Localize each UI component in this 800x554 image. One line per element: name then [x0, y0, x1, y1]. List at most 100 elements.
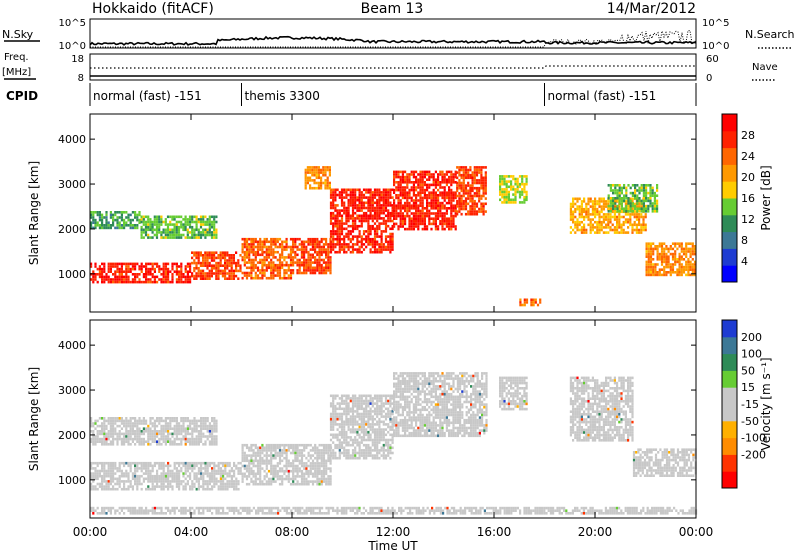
heatmap-cell	[248, 266, 251, 270]
heatmap-cell	[367, 201, 370, 205]
heatmap-cell	[197, 231, 200, 234]
heatmap-cell	[270, 464, 273, 468]
heatmap-cell	[90, 461, 93, 465]
heatmap-cell	[448, 217, 451, 220]
heatmap-cell	[186, 231, 189, 234]
heatmap-cell	[254, 274, 257, 277]
heatmap-cell	[638, 213, 641, 216]
heatmap-cell	[334, 188, 337, 192]
heatmap-cell	[202, 461, 205, 465]
heatmap-cell	[634, 189, 637, 192]
heatmap-cell	[180, 469, 183, 473]
heatmap-cell	[263, 271, 266, 275]
heatmap-cell	[384, 193, 388, 197]
heatmap-cell	[609, 215, 612, 219]
heatmap-cell	[612, 189, 615, 192]
heatmap-cell	[228, 261, 231, 265]
heatmap-cell	[633, 223, 636, 227]
heatmap-cell	[614, 197, 617, 200]
heatmap-cell	[602, 202, 605, 206]
heatmap-cell	[607, 210, 610, 213]
heatmap-cell	[151, 273, 154, 276]
heatmap-cell	[206, 277, 209, 280]
heatmap-cell	[180, 280, 183, 284]
heatmap-cell	[123, 464, 126, 468]
heatmap-cell	[469, 207, 472, 211]
heatmap-cell	[423, 173, 426, 176]
heatmap-cell	[278, 446, 282, 450]
heatmap-cell	[376, 224, 379, 228]
heatmap-cell	[399, 191, 402, 194]
heatmap-cell	[389, 245, 392, 249]
heatmap-cell	[123, 482, 126, 486]
heatmap-cell	[439, 194, 442, 197]
heatmap-cell	[315, 173, 318, 177]
heatmap-cell	[376, 250, 379, 254]
heatmap-cell	[412, 214, 415, 218]
heatmap-cell	[169, 231, 172, 234]
heatmap-cell	[478, 192, 481, 195]
heatmap-cell	[217, 254, 220, 257]
heatmap-cell	[140, 469, 143, 473]
heatmap-cell	[329, 240, 333, 244]
heatmap-cell	[206, 482, 209, 486]
heatmap-cell	[224, 469, 227, 473]
heatmap-cell	[616, 220, 619, 224]
heatmap-cell	[226, 264, 229, 267]
heatmap-cell	[518, 175, 522, 178]
heatmap-cell	[222, 480, 225, 483]
heatmap-cell	[365, 456, 368, 460]
heatmap-cell	[149, 262, 152, 266]
heatmap-cell	[475, 181, 479, 185]
heatmap-cell	[412, 217, 415, 220]
heatmap-cell	[173, 480, 176, 483]
heatmap-cell	[456, 210, 459, 213]
heatmap-cell	[112, 262, 115, 266]
heatmap-cell	[678, 242, 681, 245]
heatmap-cell	[649, 194, 652, 197]
heatmap-cell	[314, 464, 317, 468]
heatmap-cell	[186, 262, 189, 266]
heatmap-cell	[501, 193, 504, 196]
heatmap-cell	[395, 196, 398, 200]
heatmap-cell	[369, 433, 372, 437]
heatmap-cell	[189, 467, 192, 470]
heatmap-cell	[627, 199, 630, 203]
heatmap-cell	[351, 219, 355, 223]
heatmap-cell	[645, 265, 648, 269]
heatmap-cell	[439, 220, 442, 223]
heatmap-cell	[625, 186, 628, 190]
heatmap-cell	[305, 469, 308, 473]
heatmap-cell	[272, 271, 275, 275]
heatmap-cell	[645, 186, 648, 190]
heatmap-cell	[569, 207, 572, 211]
heatmap-cell	[281, 261, 284, 264]
heatmap-cell	[645, 250, 648, 253]
heatmap-cell	[263, 274, 266, 277]
colorbar-swatch	[722, 248, 737, 266]
heatmap-cell	[153, 477, 156, 481]
heatmap-cell	[171, 218, 174, 221]
heatmap-cell	[351, 420, 355, 424]
heatmap-cell	[188, 220, 192, 224]
heatmap-cell	[585, 202, 588, 206]
heatmap-cell	[167, 467, 170, 470]
heatmap-cell	[153, 220, 156, 224]
heatmap-cell	[243, 472, 246, 476]
heatmap-cell	[399, 225, 402, 228]
heatmap-cell	[382, 243, 385, 246]
heatmap-cell	[235, 264, 238, 267]
heatmap-cell	[680, 268, 683, 271]
heatmap-cell	[351, 237, 355, 241]
heatmap-cell	[241, 245, 244, 249]
heatmap-cell	[428, 201, 431, 205]
heatmap-cell	[254, 266, 257, 270]
heatmap-cell	[131, 472, 134, 475]
heatmap-cell	[680, 265, 683, 269]
heatmap-cell	[318, 269, 321, 272]
colorbar-swatch	[722, 181, 737, 199]
heatmap-cell	[248, 446, 251, 450]
heatmap-cell	[305, 258, 308, 262]
heatmap-cell	[654, 273, 657, 277]
heatmap-cell	[158, 220, 161, 224]
